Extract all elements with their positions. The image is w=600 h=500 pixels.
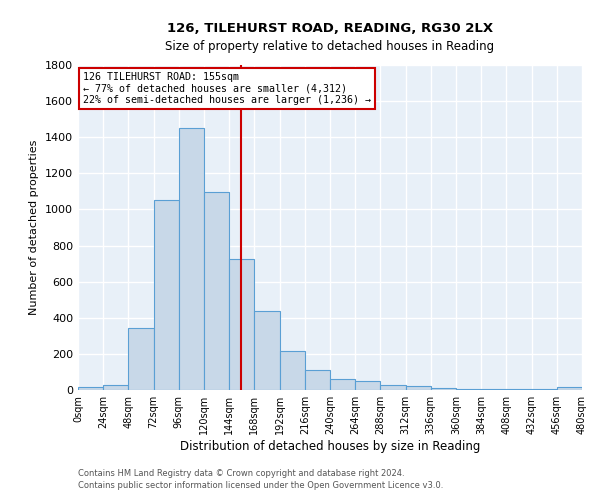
- Bar: [330, 379, 355, 390]
- Bar: [179, 128, 204, 390]
- Bar: [481, 389, 506, 390]
- Bar: [380, 384, 406, 390]
- Bar: [305, 370, 330, 390]
- Text: Contains HM Land Registry data © Crown copyright and database right 2024.: Contains HM Land Registry data © Crown c…: [78, 468, 404, 477]
- Bar: [431, 388, 456, 390]
- Bar: [355, 381, 380, 390]
- Bar: [506, 389, 532, 390]
- Text: Size of property relative to detached houses in Reading: Size of property relative to detached ho…: [166, 40, 494, 53]
- Bar: [280, 351, 305, 390]
- X-axis label: Distribution of detached houses by size in Reading: Distribution of detached houses by size …: [180, 440, 480, 452]
- Bar: [254, 312, 280, 390]
- Text: Contains public sector information licensed under the Open Government Licence v3: Contains public sector information licen…: [78, 481, 443, 490]
- Bar: [229, 259, 254, 390]
- Text: 126 TILEHURST ROAD: 155sqm
← 77% of detached houses are smaller (4,312)
22% of s: 126 TILEHURST ROAD: 155sqm ← 77% of deta…: [83, 72, 371, 106]
- Bar: [103, 384, 128, 390]
- Bar: [557, 388, 582, 390]
- Bar: [78, 388, 103, 390]
- Bar: [532, 389, 557, 390]
- Bar: [154, 200, 179, 390]
- Bar: [406, 386, 431, 390]
- Bar: [456, 388, 481, 390]
- Y-axis label: Number of detached properties: Number of detached properties: [29, 140, 40, 315]
- Bar: [128, 328, 154, 390]
- Text: 126, TILEHURST ROAD, READING, RG30 2LX: 126, TILEHURST ROAD, READING, RG30 2LX: [167, 22, 493, 36]
- Bar: [204, 192, 229, 390]
